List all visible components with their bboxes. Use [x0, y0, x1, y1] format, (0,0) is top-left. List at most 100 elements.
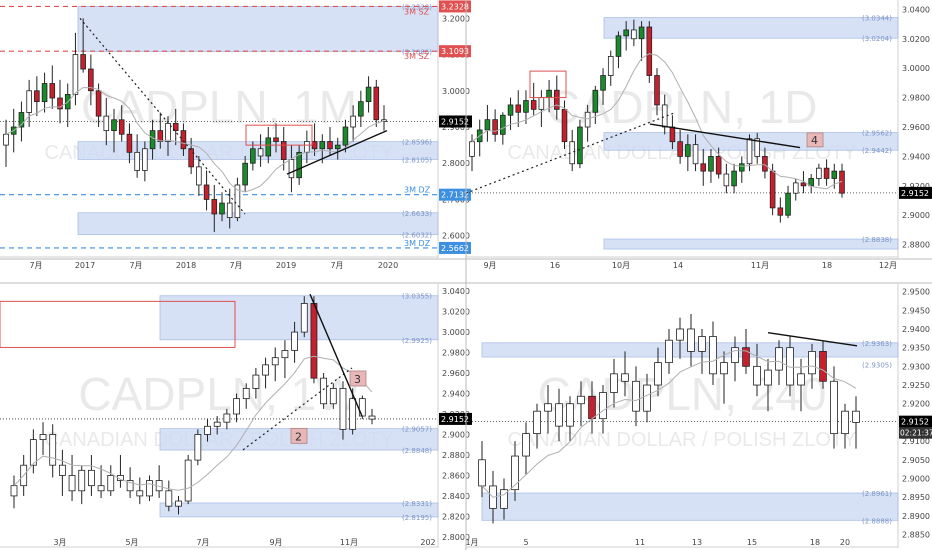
candle — [720, 351, 728, 404]
candle-body — [262, 364, 269, 376]
x-tick-label: 202 — [420, 538, 435, 547]
candle-body — [49, 434, 57, 466]
y-tick-label: 2.9600 — [902, 123, 930, 132]
candle — [49, 424, 57, 478]
x-tick-label: 2018 — [176, 261, 196, 270]
candle-body — [777, 207, 784, 216]
candle-body — [80, 54, 86, 70]
candle — [155, 465, 163, 498]
candle — [281, 340, 289, 379]
candle-body — [677, 141, 683, 157]
x-tick-label: 1月 — [465, 538, 478, 547]
level-label: 3M SZ — [404, 52, 430, 61]
candle-body — [816, 167, 822, 179]
zone-price-label: (2.6633) — [402, 210, 432, 218]
candle-body — [654, 362, 662, 386]
current-price-badge — [899, 415, 932, 428]
candle — [142, 141, 148, 182]
candle-body — [136, 490, 144, 497]
candle-body — [242, 162, 248, 186]
candle-body — [511, 455, 519, 491]
candle-body — [500, 114, 506, 135]
zone-price-label: (2.9363) — [862, 340, 892, 348]
candle-body — [643, 384, 651, 412]
candle — [273, 123, 279, 153]
candle-body — [95, 90, 102, 117]
supply-demand-zone — [159, 502, 439, 518]
candle-body — [300, 303, 308, 333]
candle-body — [58, 464, 66, 476]
candle-body — [588, 395, 596, 420]
candle-body — [223, 413, 231, 423]
candle — [692, 134, 699, 172]
candle — [841, 403, 849, 449]
candle — [852, 396, 860, 449]
candle — [654, 68, 660, 116]
candle — [300, 296, 308, 338]
candle-body — [242, 387, 250, 400]
candle-body — [600, 75, 606, 91]
y-tick-label: 2.8200 — [442, 512, 470, 521]
y-tick-label: 2.9300 — [902, 362, 930, 371]
moving-average-line — [5, 87, 385, 193]
candle-body — [339, 387, 347, 430]
candle-body — [203, 184, 210, 200]
candle — [233, 393, 240, 423]
candle — [522, 422, 530, 475]
x-tick-label: 10月 — [612, 261, 630, 270]
candle-body — [281, 350, 289, 359]
y-tick-label: 3.2000 — [442, 14, 470, 23]
candle-body — [3, 133, 9, 146]
candle — [632, 366, 640, 427]
y-tick-label: 3.0400 — [442, 287, 470, 296]
watermark-name: CANADIAN DOLLAR / POLISH ZLOTY — [508, 429, 857, 451]
y-tick-label: 3.0000 — [442, 328, 470, 337]
x-tick-label: 5月 — [125, 538, 138, 547]
candle — [764, 358, 772, 412]
level-price: 2.5662 — [441, 244, 469, 253]
candle-body — [350, 115, 356, 128]
candle-body — [841, 410, 849, 435]
candle — [839, 163, 845, 198]
candle — [808, 174, 814, 194]
candle — [577, 381, 585, 427]
level-label: 3M DZ — [404, 186, 431, 195]
candle — [134, 134, 140, 178]
bar-countdown-badge — [899, 427, 932, 439]
candle — [350, 105, 356, 142]
y-tick-label: 2.9450 — [902, 306, 930, 315]
moving-average-line — [481, 349, 857, 498]
candle-body — [271, 357, 279, 366]
candle — [365, 76, 372, 113]
candle — [754, 132, 760, 164]
candle-body — [342, 126, 349, 146]
zone-price-label: (3.1086) — [402, 48, 432, 56]
candle-body — [577, 395, 585, 405]
y-tick-label: 2.8850 — [902, 531, 930, 540]
candle-body — [57, 97, 63, 110]
candle — [18, 101, 25, 142]
candle — [211, 184, 218, 233]
current-price-badge — [439, 412, 472, 425]
candle — [172, 108, 179, 146]
candle-body — [785, 192, 791, 216]
zone-price-label: (2.8105) — [402, 156, 432, 164]
x-tick-label: 11 — [635, 538, 645, 547]
current-price-value: 2.9152 — [441, 415, 469, 424]
candle — [600, 68, 606, 105]
candle-body — [257, 148, 264, 157]
candle-body — [830, 380, 838, 435]
candle-body — [676, 328, 684, 341]
candle — [58, 449, 66, 496]
candle — [515, 90, 522, 127]
y-tick-label: 3.0000 — [902, 64, 930, 73]
candle-body — [320, 377, 328, 405]
candle-body — [291, 331, 298, 351]
candle — [615, 31, 622, 69]
candle-body — [172, 122, 179, 132]
zone-price-label: (2.9305) — [862, 361, 892, 369]
candle — [57, 79, 63, 124]
y-tick-label: 2.9800 — [902, 94, 930, 103]
candle-body — [365, 86, 372, 103]
y-tick-label: 2.8800 — [902, 241, 930, 250]
